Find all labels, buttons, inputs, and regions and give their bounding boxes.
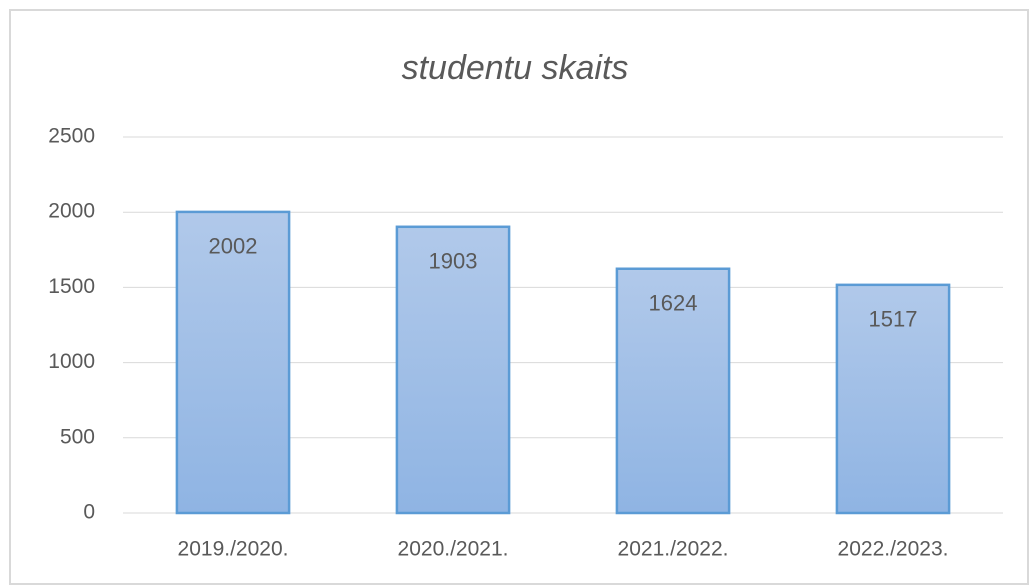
x-tick-label: 2021./2022. <box>618 538 729 561</box>
y-tick-label: 0 <box>83 501 95 524</box>
y-tick-label: 1500 <box>48 275 95 298</box>
y-tick-label: 2500 <box>48 125 95 148</box>
bar <box>835 283 951 515</box>
x-tick-label: 2020./2021. <box>398 538 509 561</box>
bar <box>615 267 731 515</box>
value-label: 1624 <box>649 291 698 316</box>
value-label: 2002 <box>209 234 258 259</box>
x-tick-label: 2019./2020. <box>178 538 289 561</box>
value-label: 1903 <box>429 249 478 274</box>
y-tick-label: 500 <box>60 425 95 448</box>
x-tick-label: 2022./2023. <box>838 538 949 561</box>
bar <box>175 210 291 515</box>
y-tick-label: 1000 <box>48 350 95 373</box>
chart-title: studentu skaits <box>402 49 629 87</box>
y-tick-label: 2000 <box>48 200 95 223</box>
value-label: 1517 <box>869 307 918 332</box>
bar <box>395 225 511 515</box>
